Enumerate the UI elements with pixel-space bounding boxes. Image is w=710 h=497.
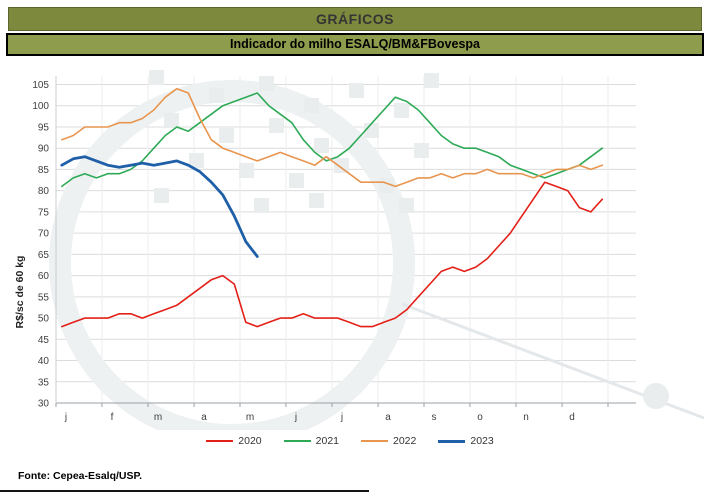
legend-swatch — [206, 440, 234, 442]
series-line-2021 — [60, 92, 604, 188]
chart-area: R$/sc de 60 kg 30 35 40 45 50 55 60 65 70 75 80 85 9… — [4, 58, 705, 446]
watermark-square — [269, 118, 284, 133]
watermark-square — [209, 88, 224, 103]
y-tick-label: 80 — [38, 186, 50, 197]
y-tick-label: 55 — [38, 292, 50, 303]
x-tick-label: o — [477, 412, 483, 423]
x-tick-label: d — [569, 412, 575, 423]
y-tick-label: 40 — [38, 356, 50, 367]
watermark-square — [254, 198, 269, 213]
legend-item-2022: 2022 — [361, 435, 416, 447]
x-tick-label: m — [154, 412, 162, 423]
legend-item-2020: 2020 — [206, 435, 262, 447]
source-note: Fonte: Cepea-Esalq/USP. — [18, 470, 143, 482]
watermark-square — [289, 173, 304, 188]
series-line-2020 — [60, 181, 604, 328]
watermark-square — [424, 73, 439, 88]
legend-label: 2021 — [315, 435, 339, 447]
legend-label: 2020 — [238, 435, 262, 447]
watermark-square — [394, 103, 409, 118]
y-tick-label: 85 — [38, 165, 50, 176]
legend-item-2021: 2021 — [283, 435, 339, 447]
x-tick-label: j — [340, 412, 343, 423]
legend-label: 2023 — [470, 435, 494, 447]
y-tick-label: 60 — [38, 271, 50, 282]
watermark-square — [309, 193, 324, 208]
watermark-square — [414, 143, 429, 158]
y-tick-label: 90 — [38, 144, 50, 155]
y-tick-label: 75 — [38, 207, 50, 218]
y-tick-label: 35 — [38, 377, 50, 388]
x-tick-label: a — [201, 412, 207, 423]
watermark-square — [164, 113, 179, 128]
legend-swatch — [283, 440, 311, 442]
series-line-2023 — [60, 155, 259, 258]
x-tick-label: j — [64, 412, 67, 423]
watermark-square — [239, 163, 254, 178]
y-tick-label: 100 — [32, 101, 49, 112]
legend: 2020 2021 2022 2023 — [0, 432, 700, 450]
x-tick-label: j — [294, 412, 297, 423]
y-tick-label: 70 — [38, 229, 50, 240]
x-tick-label: s — [432, 412, 437, 423]
watermark-square — [219, 128, 234, 143]
watermark-square — [399, 198, 414, 213]
legend-item-2023: 2023 — [438, 435, 494, 447]
watermark — [49, 70, 705, 446]
y-tick-label: 105 — [32, 80, 49, 91]
series-line-2022 — [60, 87, 604, 188]
y-axis-label: R$/sc de 60 kg — [14, 255, 26, 329]
watermark-square — [154, 188, 169, 203]
watermark-dot — [643, 383, 669, 409]
x-tick-label: n — [523, 412, 529, 423]
legend-label: 2022 — [393, 435, 417, 447]
y-tick-label: 30 — [38, 399, 50, 410]
watermark-square — [304, 98, 319, 113]
bottom-divider — [0, 490, 370, 492]
y-tick-label: 45 — [38, 335, 50, 346]
chart-title: Indicador do milho ESALQ/BM&FBovespa — [6, 33, 704, 56]
x-tick-label: a — [385, 412, 391, 423]
watermark-square — [189, 153, 204, 168]
watermark-square — [259, 76, 274, 91]
watermark-square — [349, 83, 364, 98]
x-tick-label: m — [246, 412, 254, 423]
legend-swatch — [361, 440, 388, 442]
x-tick-label: f — [111, 412, 114, 423]
page-title: GRÁFICOS — [8, 7, 702, 31]
watermark-square — [149, 70, 164, 85]
watermark-square — [334, 158, 349, 173]
y-tick-label: 50 — [38, 314, 50, 325]
line-chart: 30 35 40 45 50 55 60 65 70 75 80 85 90 95 100 105 j f m a m j… — [32, 70, 705, 446]
legend-swatch — [438, 439, 466, 443]
y-tick-label: 95 — [38, 122, 50, 133]
y-tick-label: 65 — [38, 250, 50, 261]
watermark-square — [314, 138, 329, 153]
